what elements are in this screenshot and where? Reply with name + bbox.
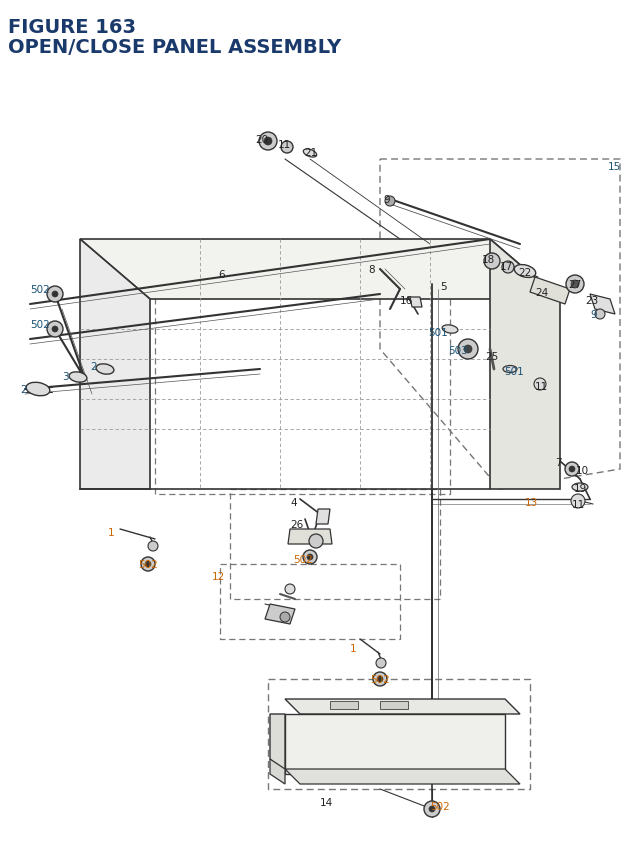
Circle shape — [377, 676, 383, 682]
Circle shape — [565, 462, 579, 476]
Text: 15: 15 — [608, 162, 621, 172]
Polygon shape — [316, 510, 330, 524]
Circle shape — [424, 801, 440, 817]
Text: 16: 16 — [400, 295, 413, 306]
Text: 502: 502 — [430, 801, 450, 811]
Polygon shape — [410, 298, 422, 307]
Polygon shape — [285, 714, 505, 774]
Text: 2: 2 — [20, 385, 27, 394]
Circle shape — [534, 379, 546, 391]
Circle shape — [571, 281, 579, 288]
Circle shape — [303, 550, 317, 564]
Text: 19: 19 — [574, 483, 588, 493]
Text: 18: 18 — [482, 255, 495, 264]
Circle shape — [52, 292, 58, 298]
Text: 11: 11 — [572, 499, 585, 510]
Polygon shape — [285, 769, 520, 784]
Polygon shape — [288, 530, 332, 544]
Circle shape — [429, 806, 435, 812]
Text: 502: 502 — [30, 319, 50, 330]
Ellipse shape — [442, 325, 458, 334]
Circle shape — [376, 659, 386, 668]
Text: 27: 27 — [568, 280, 581, 289]
Text: 502: 502 — [138, 560, 157, 569]
Text: 14: 14 — [320, 797, 333, 807]
Text: 11: 11 — [278, 139, 291, 150]
Circle shape — [307, 554, 313, 561]
Text: 501: 501 — [504, 367, 524, 376]
Text: 17: 17 — [500, 262, 513, 272]
Circle shape — [566, 276, 584, 294]
Circle shape — [285, 585, 295, 594]
Text: 25: 25 — [485, 351, 499, 362]
Text: 5: 5 — [440, 282, 447, 292]
Polygon shape — [270, 714, 285, 774]
Ellipse shape — [96, 364, 114, 375]
Polygon shape — [80, 239, 150, 489]
Text: 4: 4 — [290, 498, 296, 507]
Circle shape — [385, 197, 395, 207]
Circle shape — [569, 467, 575, 473]
Text: 22: 22 — [518, 268, 531, 278]
FancyBboxPatch shape — [380, 701, 408, 709]
Polygon shape — [270, 759, 285, 784]
Text: 26: 26 — [290, 519, 303, 530]
Text: 10: 10 — [576, 466, 589, 475]
Polygon shape — [285, 699, 520, 714]
Text: 9: 9 — [590, 310, 596, 319]
Circle shape — [264, 138, 272, 146]
Text: 7: 7 — [555, 457, 562, 468]
Circle shape — [458, 339, 478, 360]
Circle shape — [309, 535, 323, 548]
Circle shape — [484, 254, 500, 269]
Text: 12: 12 — [212, 572, 225, 581]
Text: FIGURE 163: FIGURE 163 — [8, 18, 136, 37]
Text: 21: 21 — [304, 148, 317, 158]
Text: 3: 3 — [62, 372, 68, 381]
Text: 11: 11 — [535, 381, 548, 392]
Ellipse shape — [26, 383, 50, 396]
Ellipse shape — [69, 373, 87, 383]
Text: OPEN/CLOSE PANEL ASSEMBLY: OPEN/CLOSE PANEL ASSEMBLY — [8, 38, 341, 57]
Text: 1: 1 — [350, 643, 356, 653]
Polygon shape — [590, 294, 615, 314]
FancyBboxPatch shape — [330, 701, 358, 709]
Polygon shape — [80, 239, 560, 300]
Circle shape — [571, 494, 585, 508]
Ellipse shape — [303, 150, 317, 158]
Circle shape — [280, 612, 290, 623]
Text: 1: 1 — [108, 528, 115, 537]
Circle shape — [595, 310, 605, 319]
Text: 13: 13 — [525, 498, 538, 507]
Polygon shape — [265, 604, 295, 624]
Circle shape — [52, 326, 58, 332]
Circle shape — [464, 345, 472, 354]
Text: 8: 8 — [368, 264, 374, 275]
Ellipse shape — [572, 483, 588, 492]
Text: 501: 501 — [428, 328, 448, 338]
Text: 502: 502 — [293, 554, 313, 564]
Circle shape — [141, 557, 155, 572]
Text: 2: 2 — [90, 362, 97, 372]
Circle shape — [281, 142, 293, 154]
Ellipse shape — [515, 265, 536, 278]
Circle shape — [47, 322, 63, 338]
Circle shape — [373, 672, 387, 686]
Polygon shape — [530, 278, 570, 305]
Text: 502: 502 — [30, 285, 50, 294]
Text: 503: 503 — [448, 345, 468, 356]
Text: 20: 20 — [255, 135, 268, 145]
Circle shape — [47, 287, 63, 303]
Text: 9: 9 — [383, 195, 390, 205]
Text: 23: 23 — [585, 295, 598, 306]
Text: 502: 502 — [370, 674, 390, 684]
Circle shape — [145, 561, 151, 567]
Ellipse shape — [503, 366, 517, 373]
Circle shape — [148, 542, 158, 551]
Text: 6: 6 — [218, 269, 225, 280]
Circle shape — [259, 133, 277, 151]
Text: 24: 24 — [535, 288, 548, 298]
Circle shape — [502, 262, 514, 274]
Polygon shape — [490, 239, 560, 489]
